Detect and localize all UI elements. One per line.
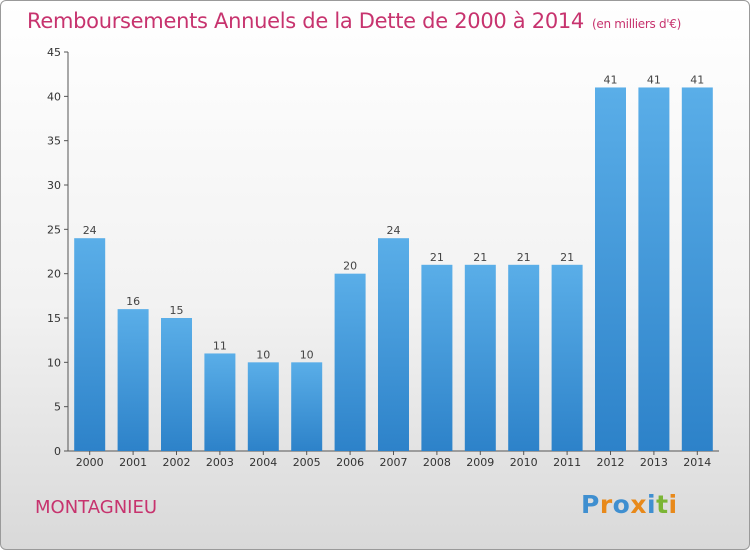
bar-value-label: 11 — [213, 339, 227, 352]
x-tick-label: 2003 — [206, 456, 234, 469]
x-tick-label: 2012 — [597, 456, 625, 469]
logo-letter: o — [612, 490, 631, 519]
x-tick-label: 2013 — [640, 456, 668, 469]
y-tick-label: 10 — [47, 356, 61, 369]
x-tick-label: 2007 — [380, 456, 408, 469]
bar-value-label: 24 — [387, 224, 401, 237]
bar — [421, 264, 453, 451]
bar-value-label: 21 — [517, 251, 531, 264]
y-tick-label: 45 — [47, 46, 61, 59]
logo-letter: i — [668, 490, 678, 519]
bar-value-label: 16 — [126, 295, 140, 308]
bar — [291, 362, 323, 451]
chart-title: Remboursements Annuels de la Dette de 20… — [27, 9, 681, 33]
bar-value-label: 10 — [256, 348, 270, 361]
logo-letter: t — [656, 490, 669, 519]
bar — [247, 362, 279, 451]
bar — [74, 238, 106, 451]
y-tick-label: 40 — [47, 90, 61, 103]
x-tick-label: 2002 — [163, 456, 191, 469]
bar-value-label: 15 — [170, 304, 184, 317]
bar — [204, 353, 236, 451]
logo-letter: P — [581, 490, 600, 519]
bar — [551, 264, 583, 451]
x-tick-label: 2001 — [119, 456, 147, 469]
chart-unit: (en milliers d'€) — [592, 17, 682, 31]
y-tick-label: 30 — [47, 179, 61, 192]
bar — [334, 273, 366, 451]
bar-value-label: 24 — [83, 224, 97, 237]
bar — [595, 87, 626, 451]
x-tick-label: 2010 — [510, 456, 538, 469]
logo-letter: r — [599, 490, 613, 519]
proxiti-logo: Proxiti — [581, 490, 678, 519]
bar — [508, 264, 540, 451]
bar — [117, 309, 149, 451]
logo-letter: x — [630, 490, 647, 519]
bar-value-label: 41 — [647, 73, 661, 86]
x-tick-label: 2009 — [466, 456, 494, 469]
y-tick-label: 35 — [47, 135, 61, 148]
commune-name: MONTAGNIEU — [35, 497, 158, 518]
bar — [681, 87, 713, 451]
bar-value-label: 41 — [690, 73, 704, 86]
bar — [638, 87, 670, 451]
bar-value-label: 10 — [300, 348, 314, 361]
bar-value-label: 21 — [560, 251, 574, 264]
bar-value-label: 21 — [430, 251, 444, 264]
y-tick-label: 0 — [54, 445, 61, 458]
bar-value-label: 41 — [604, 73, 618, 86]
logo-letter: i — [647, 490, 657, 519]
y-tick-label: 15 — [47, 312, 61, 325]
x-tick-label: 2000 — [76, 456, 104, 469]
x-tick-label: 2014 — [683, 456, 711, 469]
chart-title-text: Remboursements Annuels de la Dette de 20… — [27, 9, 584, 33]
bar — [161, 318, 192, 451]
bar-value-label: 21 — [473, 251, 487, 264]
bar — [378, 238, 409, 451]
y-tick-label: 5 — [54, 401, 61, 414]
x-tick-label: 2004 — [249, 456, 277, 469]
bar-value-label: 20 — [343, 260, 357, 273]
x-tick-label: 2008 — [423, 456, 451, 469]
x-tick-label: 2006 — [336, 456, 364, 469]
y-tick-label: 20 — [47, 268, 61, 281]
x-tick-label: 2011 — [553, 456, 581, 469]
x-tick-label: 2005 — [293, 456, 321, 469]
bar — [464, 264, 496, 451]
y-tick-label: 25 — [47, 223, 61, 236]
